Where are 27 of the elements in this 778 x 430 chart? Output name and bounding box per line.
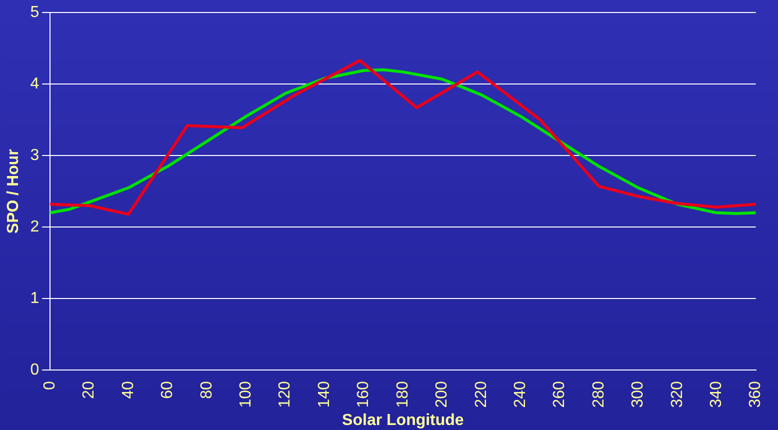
x-tick-label: 120 bbox=[276, 381, 294, 408]
x-tick-label: 60 bbox=[159, 381, 176, 399]
x-tick-label: 0 bbox=[42, 381, 59, 390]
x-tick-label: 180 bbox=[394, 381, 412, 408]
y-tick-label: 4 bbox=[30, 76, 40, 93]
y-tick-label: 2 bbox=[30, 218, 40, 236]
x-tick-label: 320 bbox=[668, 381, 686, 408]
x-tick-label: 80 bbox=[198, 381, 216, 399]
x-tick-label: 40 bbox=[120, 381, 137, 399]
x-axis-title: Solar Longitude bbox=[342, 412, 464, 429]
x-tick-label: 160 bbox=[355, 381, 372, 408]
x-tick-label: 280 bbox=[590, 381, 608, 408]
y-tick-label: 0 bbox=[30, 362, 40, 379]
x-tick-label: 20 bbox=[80, 381, 98, 399]
x-tick-label: 260 bbox=[551, 381, 568, 408]
y-axis-title: SPO / Hour bbox=[5, 149, 22, 234]
y-tick-label: 3 bbox=[30, 147, 40, 164]
x-tick-label: 100 bbox=[238, 381, 255, 408]
x-tick-label: 360 bbox=[747, 381, 764, 408]
x-tick-label: 340 bbox=[708, 381, 725, 408]
x-tick-label: 200 bbox=[434, 381, 451, 408]
x-tick-label: 300 bbox=[630, 381, 647, 408]
x-tick-label: 140 bbox=[316, 381, 333, 408]
x-tick-label: 240 bbox=[512, 381, 529, 408]
x-tick-label: 220 bbox=[472, 381, 490, 408]
y-tick-label: 1 bbox=[30, 290, 40, 308]
y-tick-label: 5 bbox=[30, 4, 40, 22]
